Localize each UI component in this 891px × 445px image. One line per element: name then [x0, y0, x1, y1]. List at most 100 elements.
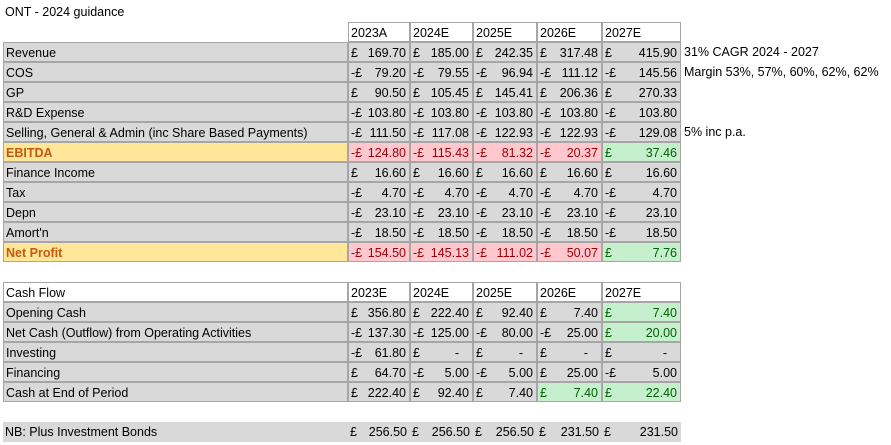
value-cell[interactable]: £37.46 [602, 142, 681, 162]
value-cell[interactable]: -£ 5.00 [473, 362, 537, 382]
row-note[interactable]: 5% inc p.a. [684, 125, 746, 139]
row-label[interactable]: Tax [3, 182, 348, 202]
cf-year-2024[interactable]: 2024E [410, 282, 473, 302]
value-cell[interactable]: £356.80 [348, 302, 410, 322]
value-cell[interactable]: -£ 4.70 [348, 182, 410, 202]
value-cell[interactable]: £92.40 [473, 302, 537, 322]
row-label[interactable]: Opening Cash [3, 302, 348, 322]
value-cell[interactable]: £16.60 [537, 162, 602, 182]
value-cell[interactable]: -£ 103.80 [473, 102, 537, 122]
row-label[interactable]: COS [3, 62, 348, 82]
value-cell[interactable]: -£ 145.56 [602, 62, 681, 82]
value-cell[interactable]: £105.45 [410, 82, 473, 102]
row-label[interactable]: Depn [3, 202, 348, 222]
value-cell[interactable]: -£ 5.00 [410, 362, 473, 382]
value-cell[interactable]: -£ 111.12 [537, 62, 602, 82]
cf-year-2026[interactable]: 2026E [537, 282, 602, 302]
value-cell[interactable]: £7.40 [602, 302, 681, 322]
row-label[interactable]: Net Cash (Outflow) from Operating Activi… [3, 322, 348, 342]
cf-year-2025[interactable]: 2025E [473, 282, 537, 302]
row-label[interactable]: R&D Expense [3, 102, 348, 122]
value-cell[interactable]: £7.76 [602, 242, 681, 262]
value-cell[interactable]: -£ 154.50 [348, 242, 410, 262]
value-cell[interactable]: -£ 124.80 [348, 142, 410, 162]
value-cell[interactable]: -£ 125.00 [410, 322, 473, 342]
row-label[interactable]: Revenue [3, 42, 348, 62]
value-cell[interactable]: -£ 23.10 [473, 202, 537, 222]
value-cell[interactable]: -£ 18.50 [473, 222, 537, 242]
value-cell[interactable]: -£ 20.37 [537, 142, 602, 162]
value-cell[interactable]: £20.00 [602, 322, 681, 342]
value-cell[interactable]: £ - [537, 342, 602, 362]
value-cell[interactable]: £270.33 [602, 82, 681, 102]
value-cell[interactable]: £317.48 [537, 42, 602, 62]
value-cell[interactable]: £ - [602, 342, 681, 362]
value-cell[interactable]: -£ 4.70 [473, 182, 537, 202]
row-label[interactable]: Financing [3, 362, 348, 382]
row-label[interactable]: Selling, General & Admin (inc Share Base… [3, 122, 348, 142]
value-cell[interactable]: £92.40 [410, 382, 473, 402]
row-note[interactable]: 31% CAGR 2024 - 2027 [684, 45, 819, 59]
nb-label[interactable]: NB: Plus Investment Bonds [3, 422, 348, 442]
value-cell[interactable]: -£ 18.50 [410, 222, 473, 242]
value-cell[interactable]: -£ 129.08 [602, 122, 681, 142]
value-cell[interactable]: -£ 79.55 [410, 62, 473, 82]
value-cell[interactable]: £16.60 [473, 162, 537, 182]
value-cell[interactable]: -£ 103.80 [537, 102, 602, 122]
value-cell[interactable]: -£ 23.10 [602, 202, 681, 222]
value-cell[interactable]: -£ 115.43 [410, 142, 473, 162]
value-cell[interactable]: £64.70 [348, 362, 410, 382]
value-cell[interactable]: £222.40 [410, 302, 473, 322]
pl-year-2023[interactable]: 2023A [348, 22, 410, 42]
row-note[interactable]: Margin 53%, 57%, 60%, 62%, 62% [684, 65, 879, 79]
value-cell[interactable]: £16.60 [410, 162, 473, 182]
value-cell[interactable]: -£ 23.10 [537, 202, 602, 222]
row-label[interactable]: EBITDA [3, 142, 348, 162]
row-label[interactable]: Net Profit [3, 242, 348, 262]
value-cell[interactable]: £145.41 [473, 82, 537, 102]
value-cell[interactable]: -£ 61.80 [348, 342, 410, 362]
value-cell[interactable]: -£ 103.80 [410, 102, 473, 122]
value-cell[interactable]: £169.70 [348, 42, 410, 62]
row-label[interactable]: GP [3, 82, 348, 102]
value-cell[interactable]: -£ 81.32 [473, 142, 537, 162]
value-cell[interactable]: £7.40 [473, 382, 537, 402]
value-cell[interactable]: £256.50 [410, 422, 473, 442]
row-label[interactable]: Amort'n [3, 222, 348, 242]
value-cell[interactable]: £7.40 [537, 302, 602, 322]
value-cell[interactable]: £22.40 [602, 382, 681, 402]
value-cell[interactable]: £231.50 [537, 422, 602, 442]
value-cell[interactable]: -£ 111.02 [473, 242, 537, 262]
value-cell[interactable]: £242.35 [473, 42, 537, 62]
value-cell[interactable]: £256.50 [348, 422, 410, 442]
value-cell[interactable]: -£ 80.00 [473, 322, 537, 342]
value-cell[interactable]: -£ 96.94 [473, 62, 537, 82]
value-cell[interactable]: -£ 122.93 [473, 122, 537, 142]
value-cell[interactable]: £206.36 [537, 82, 602, 102]
cash-flow-header[interactable]: Cash Flow [3, 282, 348, 302]
value-cell[interactable]: £256.50 [473, 422, 537, 442]
value-cell[interactable]: -£ 18.50 [348, 222, 410, 242]
value-cell[interactable]: -£ 4.70 [602, 182, 681, 202]
value-cell[interactable]: £16.60 [602, 162, 681, 182]
value-cell[interactable]: -£ 23.10 [410, 202, 473, 222]
value-cell[interactable]: £25.00 [537, 362, 602, 382]
value-cell[interactable]: -£ 145.13 [410, 242, 473, 262]
value-cell[interactable]: -£ 23.10 [348, 202, 410, 222]
value-cell[interactable]: £7.40 [537, 382, 602, 402]
value-cell[interactable]: -£ 103.80 [348, 102, 410, 122]
pl-year-2027[interactable]: 2027E [602, 22, 681, 42]
value-cell[interactable]: -£ 103.80 [602, 102, 681, 122]
value-cell[interactable]: -£ 137.30 [348, 322, 410, 342]
row-label[interactable]: Finance Income [3, 162, 348, 182]
value-cell[interactable]: £185.00 [410, 42, 473, 62]
sheet-title[interactable]: ONT - 2024 guidance [5, 5, 125, 19]
value-cell[interactable]: £231.50 [602, 422, 681, 442]
cf-year-2023[interactable]: 2023E [348, 282, 410, 302]
value-cell[interactable]: -£ 4.70 [537, 182, 602, 202]
value-cell[interactable]: £ - [473, 342, 537, 362]
row-label[interactable]: Cash at End of Period [3, 382, 348, 402]
value-cell[interactable]: -£ 5.00 [602, 362, 681, 382]
value-cell[interactable]: £415.90 [602, 42, 681, 62]
value-cell[interactable]: -£ 79.20 [348, 62, 410, 82]
